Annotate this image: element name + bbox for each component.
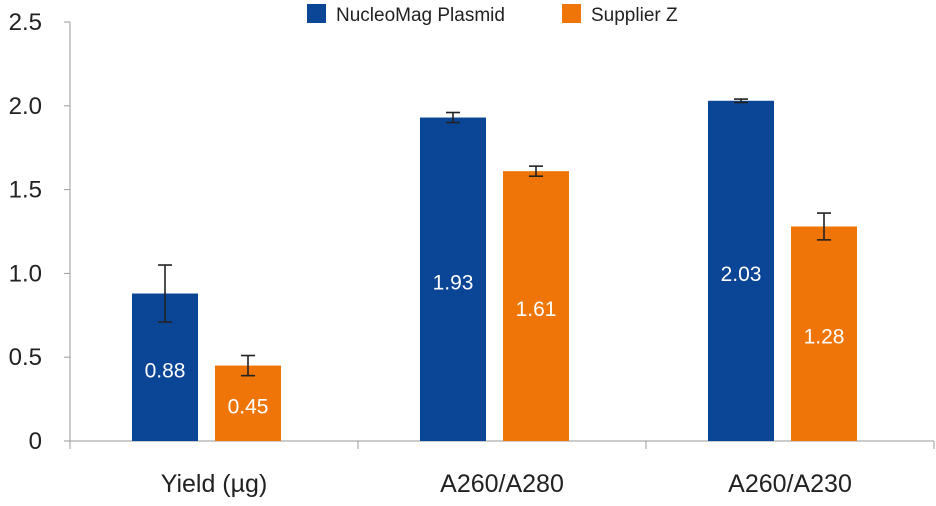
bar (215, 365, 281, 441)
legend-label: Supplier Z (591, 5, 678, 26)
legend-swatch (562, 4, 581, 23)
y-tick-label: 0 (29, 428, 42, 455)
error-bars (158, 98, 831, 377)
bar (708, 100, 774, 441)
x-category-label: Yield (µg) (161, 470, 268, 498)
data-label: 1.28 (804, 326, 845, 349)
bar (420, 117, 486, 442)
bar (503, 171, 569, 441)
x-category-label: A260/A280 (440, 470, 564, 498)
data-label: 0.45 (228, 395, 269, 418)
x-category-label: A260/A230 (728, 470, 852, 498)
bars (132, 100, 857, 442)
y-axis: 0 0.5 1.0 1.5 2.0 2.5 (9, 9, 71, 455)
data-label: 2.03 (721, 263, 762, 286)
bar (791, 226, 857, 441)
data-labels: 0.88 1.93 2.03 0.45 1.61 1.28 (145, 263, 845, 418)
legend-swatch (307, 4, 326, 23)
data-label: 1.61 (516, 298, 557, 321)
legend: NucleoMag Plasmid Supplier Z (307, 4, 678, 26)
y-tick-label: 0.5 (9, 344, 42, 371)
y-tick-label: 1.0 (9, 260, 42, 287)
legend-label: NucleoMag Plasmid (336, 5, 505, 26)
data-label: 1.93 (433, 271, 474, 294)
x-axis: Yield (µg) A260/A280 A260/A230 (69, 440, 935, 498)
y-tick-label: 1.5 (9, 177, 42, 204)
y-tick-label: 2.0 (9, 93, 42, 120)
data-label: 0.88 (145, 359, 186, 382)
y-tick-label: 2.5 (9, 9, 42, 36)
